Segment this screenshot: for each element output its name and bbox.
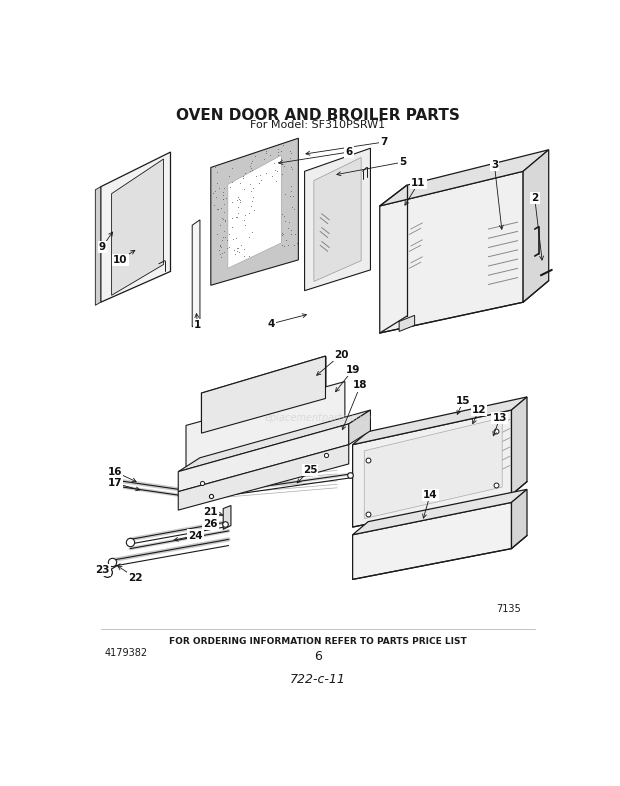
Text: 16: 16: [107, 467, 122, 476]
Polygon shape: [314, 157, 361, 281]
Polygon shape: [379, 150, 549, 206]
Text: 26: 26: [203, 519, 218, 529]
Text: 6: 6: [345, 147, 352, 157]
Polygon shape: [202, 356, 326, 433]
Polygon shape: [186, 381, 345, 478]
Polygon shape: [211, 138, 298, 285]
Polygon shape: [403, 516, 422, 534]
Polygon shape: [223, 505, 231, 529]
Polygon shape: [512, 490, 527, 549]
Text: 1: 1: [194, 321, 202, 330]
Polygon shape: [100, 152, 170, 303]
Text: 22: 22: [128, 573, 143, 583]
Text: 3: 3: [491, 160, 498, 170]
Polygon shape: [304, 149, 371, 291]
Text: 7: 7: [380, 137, 388, 147]
Polygon shape: [179, 424, 348, 491]
Polygon shape: [523, 150, 549, 303]
Polygon shape: [348, 410, 371, 445]
Text: 5: 5: [399, 157, 407, 167]
Polygon shape: [95, 187, 100, 305]
Polygon shape: [353, 397, 527, 445]
Text: 10: 10: [113, 255, 127, 265]
Polygon shape: [228, 155, 281, 268]
Text: 24: 24: [188, 531, 203, 541]
Polygon shape: [112, 159, 164, 296]
Text: 2: 2: [531, 193, 538, 204]
Text: eplacementparts.com: eplacementparts.com: [264, 413, 371, 423]
Polygon shape: [353, 490, 527, 534]
Text: 18: 18: [353, 380, 368, 391]
Polygon shape: [399, 315, 415, 332]
Polygon shape: [365, 417, 502, 519]
Text: 25: 25: [303, 465, 317, 475]
Polygon shape: [512, 397, 527, 494]
Polygon shape: [353, 410, 512, 527]
Text: 15: 15: [456, 396, 471, 406]
Polygon shape: [379, 171, 523, 333]
Text: 23: 23: [95, 565, 110, 575]
Text: OVEN DOOR AND BROILER PARTS: OVEN DOOR AND BROILER PARTS: [176, 108, 459, 123]
Text: 6: 6: [314, 650, 322, 663]
Text: 4: 4: [268, 319, 275, 329]
Text: 722-c-11: 722-c-11: [290, 673, 346, 686]
Text: 14: 14: [423, 490, 438, 500]
Text: For Model: SF310PSRW1: For Model: SF310PSRW1: [250, 120, 385, 130]
Text: 4179382: 4179382: [105, 648, 148, 658]
Text: 11: 11: [411, 178, 426, 188]
Text: 20: 20: [334, 350, 348, 359]
Text: 21: 21: [203, 507, 218, 516]
Text: FOR ORDERING INFORMATION REFER TO PARTS PRICE LIST: FOR ORDERING INFORMATION REFER TO PARTS …: [169, 637, 467, 645]
Text: 7135: 7135: [496, 604, 521, 614]
Text: 19: 19: [345, 365, 360, 375]
Text: 9: 9: [99, 242, 106, 252]
Text: 12: 12: [472, 405, 486, 415]
Polygon shape: [179, 445, 348, 510]
Polygon shape: [192, 220, 200, 327]
Text: 17: 17: [107, 478, 122, 488]
Text: 13: 13: [493, 413, 507, 423]
Polygon shape: [179, 410, 371, 472]
Polygon shape: [353, 502, 512, 579]
